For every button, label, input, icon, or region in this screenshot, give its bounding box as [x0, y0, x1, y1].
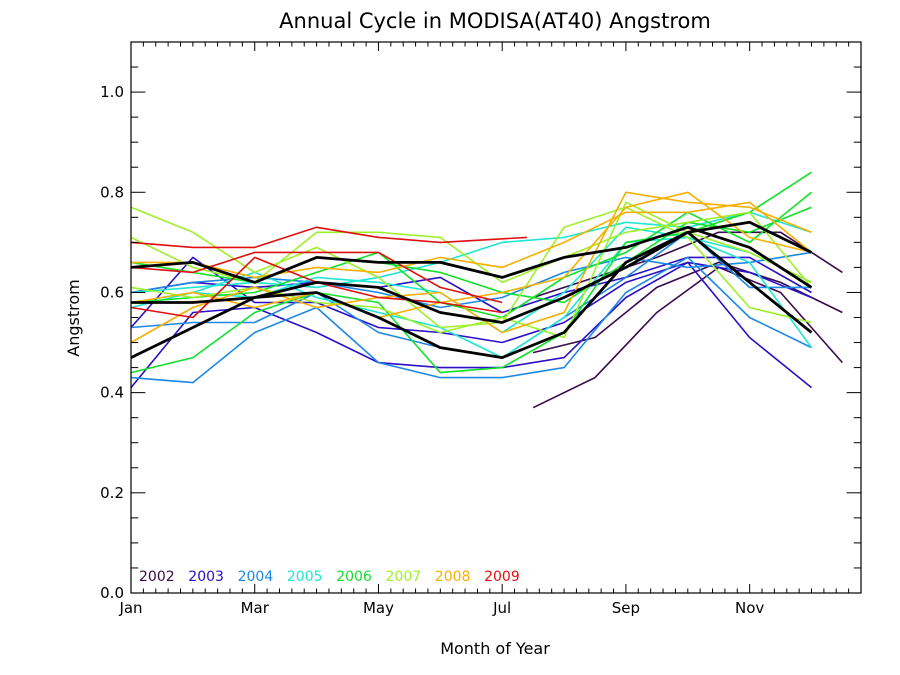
y-axis-label: Angstrom [64, 279, 83, 356]
series-line-7 [130, 256, 812, 384]
series-line-3 [532, 231, 843, 299]
legend-entry: 2003 [188, 569, 224, 585]
series-layer [130, 171, 844, 409]
ticks-layer: Jan Mar May Jul Sep Nov 0.0 0.2 0.4 0.6 0.8 1.0 [100, 41, 862, 617]
legend-entry: 2009 [484, 569, 520, 585]
x-tick-label: May [363, 599, 394, 617]
series-line-18 [130, 201, 812, 339]
x-tick-label: Nov [735, 599, 764, 617]
series-line-12 [130, 211, 812, 294]
y-tick-label: 0.6 [100, 283, 124, 301]
x-axis-label: Month of Year [440, 639, 550, 658]
series-line-19 [130, 191, 812, 344]
y-tick-label: 0.0 [100, 584, 124, 602]
legend-entry: 2007 [386, 569, 422, 585]
x-tick-label: Sep [612, 599, 640, 617]
plot-frame [130, 41, 862, 594]
legend: 2002 2003 2004 2005 2006 2007 2008 2009 [139, 569, 520, 585]
series-line-5 [130, 256, 812, 344]
series-line-22 [130, 226, 527, 249]
y-tick-label: 0.2 [100, 484, 124, 502]
x-tick-label: Jul [492, 599, 511, 617]
series-line-1 [532, 266, 844, 409]
series-line-20 [130, 191, 812, 319]
series-line-27 [130, 230, 813, 360]
legend-entry: 2002 [139, 569, 175, 585]
y-tick-label: 0.8 [100, 183, 124, 201]
series-line-21 [131, 201, 813, 279]
legend-entry: 2006 [336, 569, 372, 585]
series-line-4 [130, 261, 813, 389]
chart-title: Annual Cycle in MODISA(AT40) Angstrom [279, 9, 711, 33]
legend-entry: 2004 [238, 569, 274, 585]
y-tick-label: 1.0 [100, 83, 124, 101]
x-tick-label: Mar [241, 599, 270, 617]
y-tick-label: 0.4 [100, 384, 124, 402]
series-line-14 [130, 191, 813, 319]
legend-entry: 2008 [435, 569, 471, 585]
x-tick-label: Jan [118, 599, 142, 617]
series-line-13 [130, 171, 812, 374]
series-line-23 [130, 251, 503, 304]
series-line-15 [130, 206, 812, 304]
series-line-26 [131, 220, 813, 324]
legend-entry: 2005 [287, 569, 323, 585]
